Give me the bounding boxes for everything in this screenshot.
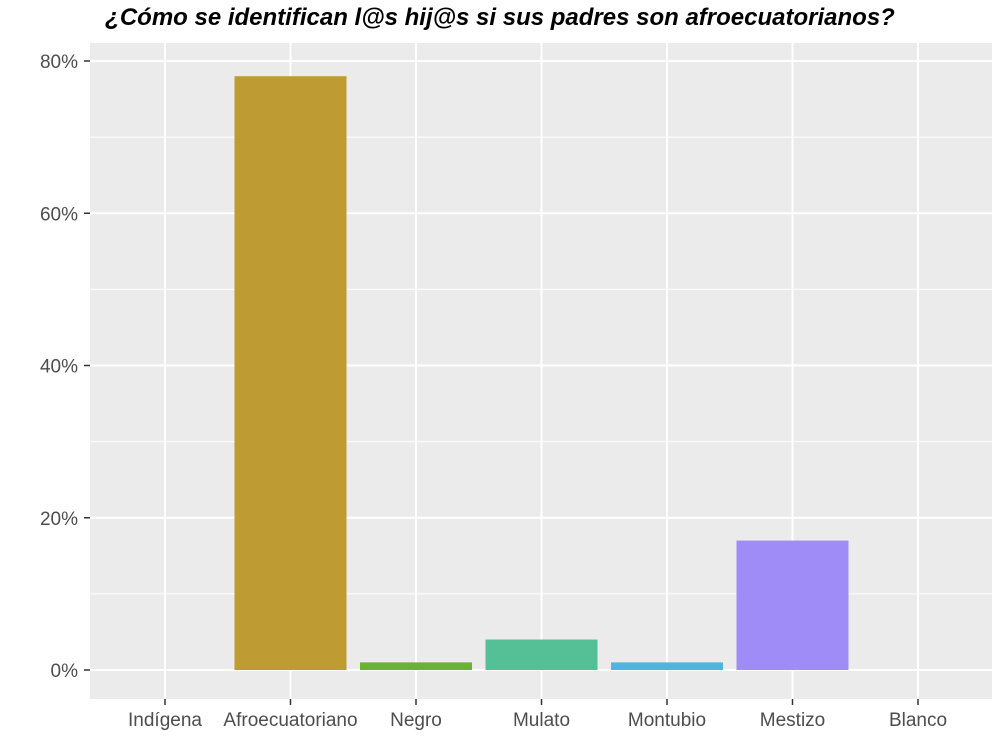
x-tick-label: Mulato	[513, 710, 570, 731]
y-tick-label: 60%	[40, 204, 78, 225]
x-axis: Indígena Afroecuatoriano Negro Mulato Montub…	[128, 699, 947, 731]
x-tick-label: Negro	[390, 710, 442, 731]
y-tick-label: 20%	[40, 509, 78, 530]
x-tick-label: Blanco	[889, 710, 947, 731]
bar-afroecuatoriano	[234, 76, 347, 671]
bar-negro	[360, 662, 472, 670]
x-tick-label: Montubio	[628, 710, 706, 731]
bar-mestizo	[736, 540, 849, 670]
x-tick-label: Afroecuatoriano	[223, 710, 357, 731]
y-tick-label: 0%	[51, 661, 79, 682]
y-tick-label: 80%	[40, 52, 78, 73]
bar-montubio	[611, 662, 723, 670]
y-axis: 0% 20% 40% 60% 80%	[40, 52, 90, 682]
x-tick-label: Mestizo	[760, 710, 825, 731]
chart-title: ¿Cómo se identifican l@s hij@s si sus pa…	[105, 4, 895, 31]
bar-mulato	[485, 639, 598, 670]
bars	[234, 76, 849, 671]
x-tick-label: Indígena	[128, 710, 202, 731]
y-tick-label: 40%	[40, 357, 78, 378]
